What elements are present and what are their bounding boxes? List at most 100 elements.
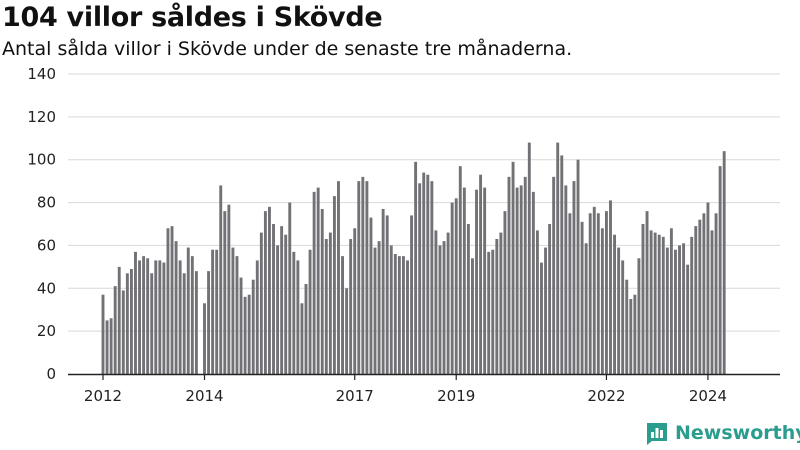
bar <box>645 211 649 374</box>
y-tick-label: 100 <box>27 151 56 169</box>
bar <box>503 211 507 374</box>
bar <box>633 294 637 374</box>
bar <box>665 247 669 374</box>
bar <box>146 258 150 374</box>
bar <box>365 181 369 374</box>
bar <box>227 204 231 374</box>
bar <box>629 299 633 374</box>
bar <box>454 198 458 374</box>
bar <box>369 217 373 374</box>
bar <box>178 260 182 374</box>
bar <box>621 260 625 374</box>
y-tick-label: 0 <box>46 365 56 383</box>
annotations: 104 <box>733 0 764 4</box>
highlight-value-label: 104 <box>733 0 764 4</box>
bar <box>552 176 556 374</box>
bar <box>523 176 527 374</box>
bar <box>706 202 710 374</box>
x-tick-label: 2019 <box>437 387 475 405</box>
bar <box>373 247 377 374</box>
y-tick-label: 20 <box>37 322 56 340</box>
bar <box>499 232 503 374</box>
bar <box>296 260 300 374</box>
bar <box>345 288 349 374</box>
bar <box>682 243 686 374</box>
chart-title: 104 villor såldes i Skövde <box>2 2 383 33</box>
bar <box>479 174 483 374</box>
bar <box>134 251 137 374</box>
bar <box>255 260 259 374</box>
bar <box>661 236 665 374</box>
bar <box>678 245 681 374</box>
bar <box>690 236 694 374</box>
bar <box>519 185 523 374</box>
bar <box>592 206 596 374</box>
bar <box>438 245 442 374</box>
x-axis-ticks: 2012 2014 2017 2019 2022 2024 <box>84 374 727 405</box>
bar <box>531 191 535 374</box>
bar <box>105 320 109 374</box>
y-axis-ticks: 0 20 40 60 80 100 120 140 <box>27 65 56 383</box>
bar <box>215 249 219 374</box>
brand-logo: Newsworthy <box>645 420 800 446</box>
bar <box>637 258 641 374</box>
bar <box>207 271 211 374</box>
bar <box>613 234 617 374</box>
bar <box>393 254 397 374</box>
x-tick-label: 2022 <box>587 387 625 405</box>
bar <box>604 211 608 374</box>
bar <box>568 213 572 374</box>
brand-name: Newsworthy <box>675 422 800 444</box>
bar-chart-icon <box>647 423 667 445</box>
bar <box>211 249 215 374</box>
bar <box>158 260 162 374</box>
bar <box>466 224 470 374</box>
bar <box>397 256 401 374</box>
bar <box>426 174 430 374</box>
y-tick-label: 80 <box>37 194 56 212</box>
bar <box>385 215 389 374</box>
bar <box>194 271 198 374</box>
bar <box>239 277 243 374</box>
bar <box>332 196 336 374</box>
chart-subtitle: Antal sålda villor i Skövde under de sen… <box>2 38 573 60</box>
bar <box>162 262 166 374</box>
bar <box>337 181 340 374</box>
bar <box>357 181 361 374</box>
bar <box>507 176 511 374</box>
bar <box>312 191 316 374</box>
bar <box>349 239 353 374</box>
bar <box>308 249 312 374</box>
bar <box>434 230 438 374</box>
bar <box>353 228 357 374</box>
bar <box>138 260 141 374</box>
bar <box>686 264 690 374</box>
bar <box>430 181 434 374</box>
bar <box>389 245 393 374</box>
y-tick-label: 40 <box>37 279 56 297</box>
bar <box>702 213 706 374</box>
bar <box>609 200 612 374</box>
bar <box>219 185 223 374</box>
bar <box>540 262 543 374</box>
y-tick-label: 60 <box>37 236 56 254</box>
bar <box>641 224 645 374</box>
bar <box>186 247 190 374</box>
bar <box>129 269 133 374</box>
bar <box>576 159 580 374</box>
bar <box>572 181 576 374</box>
bar <box>223 211 227 374</box>
bar <box>653 232 657 374</box>
bar <box>511 161 515 374</box>
bar <box>722 151 726 374</box>
bar <box>694 226 698 374</box>
bar <box>450 202 454 374</box>
x-tick-label: 2017 <box>336 387 374 405</box>
bar <box>320 209 324 374</box>
bar <box>304 284 308 374</box>
bar <box>418 183 422 374</box>
bar <box>698 219 702 374</box>
bar <box>235 256 239 374</box>
bar <box>276 245 280 374</box>
bar <box>190 256 194 374</box>
